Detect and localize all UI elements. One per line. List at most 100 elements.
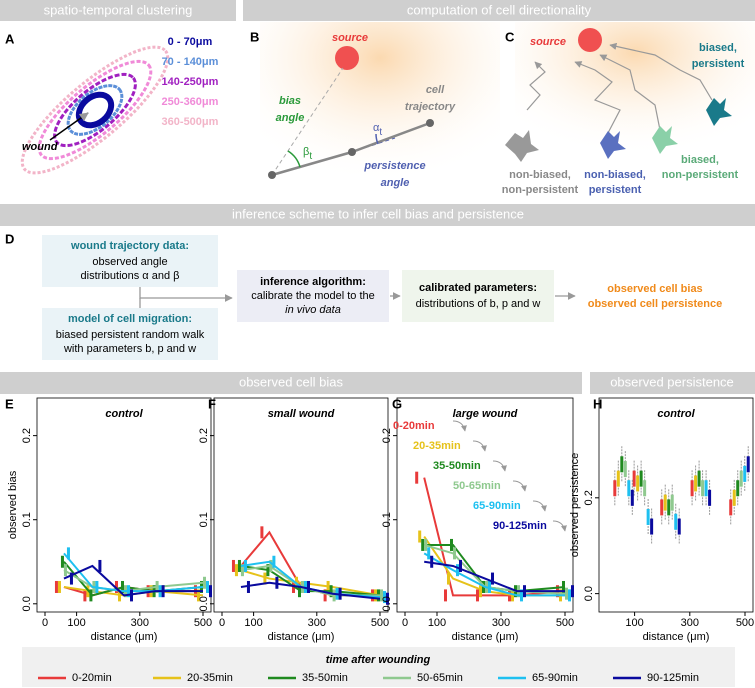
y-axis-label: observed bias xyxy=(7,470,19,539)
box-text: observed angle xyxy=(92,256,167,268)
box xyxy=(155,580,159,593)
x-tick-label: 300 xyxy=(492,617,510,629)
annotation-arrow xyxy=(492,460,507,472)
box xyxy=(206,580,209,593)
cell-label: non-persistent xyxy=(502,184,579,196)
series-line xyxy=(240,581,381,600)
chart-title: small wound xyxy=(268,408,335,420)
x-tick-label: 300 xyxy=(131,617,149,629)
distance-label: 0 - 70μm xyxy=(168,36,213,48)
source-label: source xyxy=(530,36,566,48)
box xyxy=(670,494,674,511)
panel-letter: C xyxy=(505,29,515,44)
box xyxy=(338,587,342,600)
bias-angle-label: angle xyxy=(276,112,305,124)
box-text: distributions of b, p and w xyxy=(416,298,541,310)
box-title: model of cell migration: xyxy=(68,313,192,325)
box xyxy=(491,572,494,585)
node xyxy=(426,119,434,127)
box xyxy=(694,475,698,492)
box xyxy=(739,470,743,487)
chart-title: large wound xyxy=(453,408,518,420)
box xyxy=(246,580,250,593)
box xyxy=(643,480,647,497)
box xyxy=(562,580,565,593)
box-text: with parameters b, p and w xyxy=(63,343,196,355)
annotation-arrow xyxy=(532,500,547,512)
cluster-image xyxy=(20,45,170,175)
header-bar xyxy=(0,0,236,21)
header-bar xyxy=(590,372,755,394)
series-annotation: 90-125min xyxy=(493,520,547,532)
source xyxy=(578,28,602,52)
box xyxy=(459,559,462,572)
cell xyxy=(505,130,539,162)
y-tick-label: 0.1 xyxy=(198,512,210,527)
y-tick-label: 0.0 xyxy=(198,596,210,611)
panel-letter: H xyxy=(593,396,602,411)
box xyxy=(520,589,523,602)
gradient xyxy=(515,22,755,172)
box xyxy=(479,585,482,598)
box xyxy=(660,499,664,516)
series-line xyxy=(424,560,565,593)
box xyxy=(298,585,301,598)
box xyxy=(708,489,712,506)
y-tick-label: 0.1 xyxy=(381,512,393,527)
box xyxy=(444,589,447,602)
x-axis-label: distance (μm) xyxy=(91,631,158,643)
box xyxy=(421,538,425,551)
box xyxy=(57,580,61,593)
box xyxy=(627,480,631,497)
chart-title: control xyxy=(657,408,695,420)
legend-title: time after wounding xyxy=(326,654,431,666)
box xyxy=(263,572,267,585)
box-title: wound trajectory data: xyxy=(70,240,189,252)
box xyxy=(130,589,133,602)
box xyxy=(523,585,526,598)
box xyxy=(456,564,459,577)
cell-label: non-persistent xyxy=(662,169,739,181)
box xyxy=(450,538,453,551)
x-tick-label: 0 xyxy=(42,617,48,629)
node xyxy=(268,171,276,179)
box xyxy=(63,564,67,577)
box xyxy=(237,270,389,322)
alpha-symbol: αt xyxy=(373,122,382,138)
box xyxy=(571,585,574,598)
panel-letter: D xyxy=(5,231,14,246)
series-annotation: 20-35min xyxy=(413,440,461,452)
box xyxy=(743,465,747,482)
series-line xyxy=(63,552,204,593)
annotation-arrow xyxy=(452,420,467,432)
y-tick-label: 0.0 xyxy=(21,596,33,611)
box xyxy=(636,475,640,492)
angle-arc xyxy=(375,133,379,145)
box-text: biased persistent random walk xyxy=(56,329,205,341)
distance-label: 70 - 140μm xyxy=(162,56,219,68)
plot-frame xyxy=(36,397,212,613)
annotation-arrow xyxy=(472,440,487,452)
box xyxy=(54,580,58,593)
path-arrows xyxy=(526,42,713,134)
box xyxy=(616,470,620,487)
box xyxy=(83,589,87,602)
box xyxy=(89,589,93,602)
box xyxy=(697,470,701,487)
box xyxy=(323,589,327,602)
trajectory-label: cell xyxy=(426,84,445,96)
box xyxy=(383,591,386,604)
box xyxy=(161,585,165,598)
box xyxy=(639,470,643,487)
box-text: distributions α and β xyxy=(81,270,180,282)
cell xyxy=(600,131,626,159)
x-tick-label: 300 xyxy=(308,617,326,629)
box xyxy=(42,308,218,360)
box xyxy=(203,576,206,589)
x-tick-label: 500 xyxy=(194,617,212,629)
box xyxy=(650,518,654,535)
output: observed cell bias xyxy=(607,283,702,295)
gradient xyxy=(260,22,500,202)
wound-arrow xyxy=(49,112,89,141)
